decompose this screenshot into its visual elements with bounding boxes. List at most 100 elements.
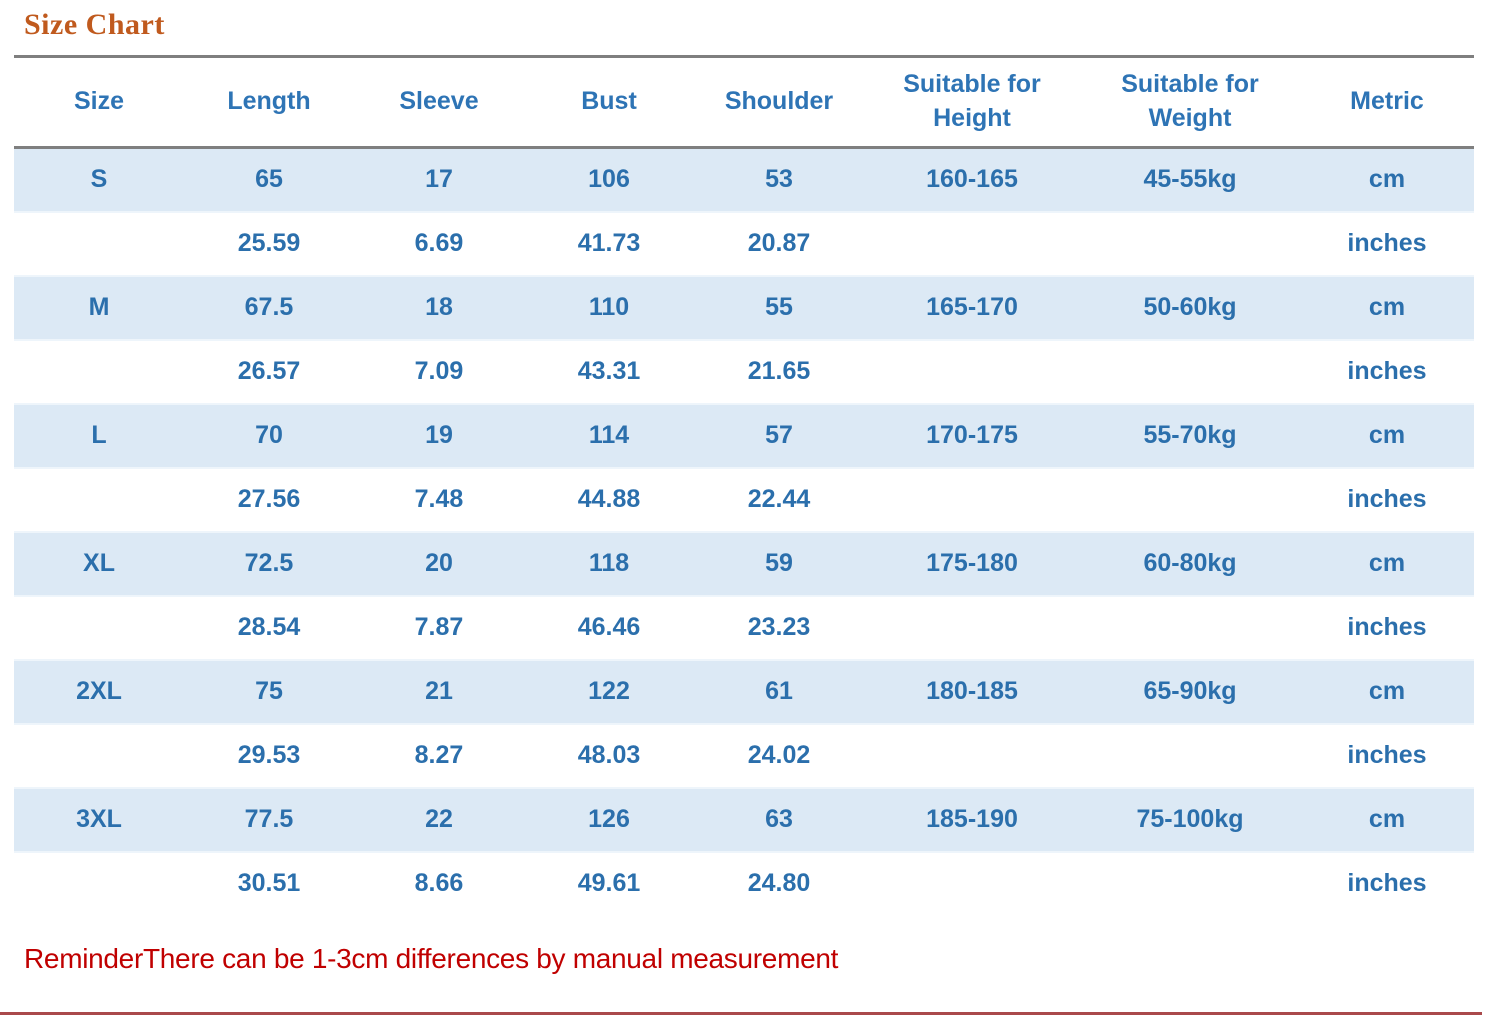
cell-metric: inches (1300, 851, 1474, 915)
cell-metric: cm (1300, 786, 1474, 853)
cell-height (864, 723, 1080, 788)
cell-bust: 43.31 (524, 339, 694, 404)
cell-sleeve: 7.87 (354, 595, 524, 660)
cell-size: XL (14, 530, 184, 597)
cell-height: 180-185 (864, 658, 1080, 725)
cell-length: 72.5 (184, 530, 354, 597)
cell-weight (1080, 851, 1300, 915)
col-header-size: Size (73, 86, 125, 115)
table-row-2xl-cm: 2XL 75 21 122 61 180-185 65-90kg cm (14, 658, 1474, 725)
table-row-l-cm: L 70 19 114 57 170-175 55-70kg cm (14, 402, 1474, 469)
cell-sleeve: 22 (354, 786, 524, 853)
cell-bust: 44.88 (524, 467, 694, 532)
cell-metric: cm (1300, 658, 1474, 725)
cell-length: 77.5 (184, 786, 354, 853)
cell-bust: 114 (524, 402, 694, 469)
table-row-m-cm: M 67.5 18 110 55 165-170 50-60kg cm (14, 274, 1474, 341)
cell-shoulder: 21.65 (694, 339, 864, 404)
cell-height (864, 211, 1080, 276)
cell-length: 30.51 (184, 851, 354, 915)
cell-size (14, 467, 184, 532)
table-row-xl-cm: XL 72.5 20 118 59 175-180 60-80kg cm (14, 530, 1474, 597)
cell-length: 28.54 (184, 595, 354, 660)
cell-metric: cm (1300, 146, 1474, 213)
cell-metric: cm (1300, 530, 1474, 597)
cell-metric: cm (1300, 274, 1474, 341)
cell-bust: 41.73 (524, 211, 694, 276)
reminder-text: ReminderThere can be 1-3cm differences b… (24, 942, 839, 974)
cell-weight: 45-55kg (1080, 146, 1300, 213)
cell-shoulder: 55 (694, 274, 864, 341)
cell-height (864, 595, 1080, 660)
cell-length: 67.5 (184, 274, 354, 341)
cell-size: S (14, 146, 184, 213)
cell-weight: 50-60kg (1080, 274, 1300, 341)
cell-sleeve: 7.48 (354, 467, 524, 532)
cell-shoulder: 53 (694, 146, 864, 213)
cell-weight (1080, 211, 1300, 276)
cell-bust: 106 (524, 146, 694, 213)
cell-sleeve: 21 (354, 658, 524, 725)
cell-size: 3XL (14, 786, 184, 853)
cell-shoulder: 61 (694, 658, 864, 725)
cell-sleeve: 6.69 (354, 211, 524, 276)
cell-bust: 126 (524, 786, 694, 853)
cell-height: 175-180 (864, 530, 1080, 597)
cell-shoulder: 57 (694, 402, 864, 469)
table-row-inches-11: 30.51 8.66 49.61 24.80 inches (14, 851, 1474, 915)
cell-weight (1080, 339, 1300, 404)
cell-shoulder: 59 (694, 530, 864, 597)
bottom-divider (0, 1012, 1482, 1015)
cell-weight: 65-90kg (1080, 658, 1300, 725)
cell-height: 165-170 (864, 274, 1080, 341)
cell-shoulder: 24.80 (694, 851, 864, 915)
cell-weight (1080, 595, 1300, 660)
cell-weight: 55-70kg (1080, 402, 1300, 469)
header-row: Size Length Sleeve Bust Shoulder Suitabl… (14, 56, 1474, 147)
col-header-metric: Metric (1350, 86, 1424, 115)
cell-height: 160-165 (864, 146, 1080, 213)
cell-sleeve: 18 (354, 274, 524, 341)
cell-size: 2XL (14, 658, 184, 725)
col-header-bust: Bust (581, 86, 637, 115)
cell-size: M (14, 274, 184, 341)
cell-bust: 48.03 (524, 723, 694, 788)
cell-bust: 122 (524, 658, 694, 725)
cell-sleeve: 7.09 (354, 339, 524, 404)
col-header-shoulder: Shoulder (724, 86, 834, 115)
cell-height: 170-175 (864, 402, 1080, 469)
size-chart-table: Size Length Sleeve Bust Shoulder Suitabl… (14, 55, 1474, 915)
col-header-sleeve: Sleeve (399, 86, 479, 115)
cell-sleeve: 19 (354, 402, 524, 469)
cell-height (864, 467, 1080, 532)
table-row-3xl-cm: 3XL 77.5 22 126 63 185-190 75-100kg cm (14, 786, 1474, 853)
cell-size (14, 851, 184, 915)
cell-bust: 49.61 (524, 851, 694, 915)
cell-metric: cm (1300, 402, 1474, 469)
cell-weight (1080, 723, 1300, 788)
table-row-inches-5: 27.56 7.48 44.88 22.44 inches (14, 467, 1474, 532)
cell-length: 27.56 (184, 467, 354, 532)
cell-size (14, 723, 184, 788)
cell-size (14, 595, 184, 660)
cell-shoulder: 23.23 (694, 595, 864, 660)
cell-shoulder: 24.02 (694, 723, 864, 788)
cell-height (864, 851, 1080, 915)
cell-metric: inches (1300, 723, 1474, 788)
cell-size (14, 339, 184, 404)
cell-length: 75 (184, 658, 354, 725)
cell-metric: inches (1300, 339, 1474, 404)
table-row-inches-7: 28.54 7.87 46.46 23.23 inches (14, 595, 1474, 660)
cell-height: 185-190 (864, 786, 1080, 853)
col-header-weight: Suitable for Weight (1121, 70, 1259, 132)
cell-metric: inches (1300, 595, 1474, 660)
cell-height (864, 339, 1080, 404)
cell-length: 26.57 (184, 339, 354, 404)
cell-length: 29.53 (184, 723, 354, 788)
cell-size (14, 211, 184, 276)
cell-metric: inches (1300, 467, 1474, 532)
cell-weight: 60-80kg (1080, 530, 1300, 597)
cell-bust: 118 (524, 530, 694, 597)
page-title: Size Chart (24, 8, 165, 41)
table-row-s-cm: S 65 17 106 53 160-165 45-55kg cm (14, 146, 1474, 213)
